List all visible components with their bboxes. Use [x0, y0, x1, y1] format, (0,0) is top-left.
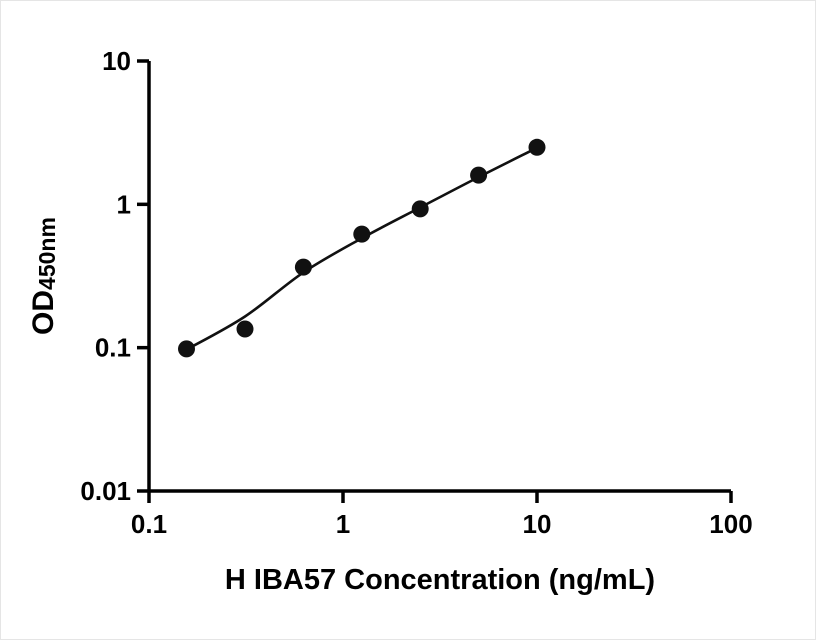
y-axis-title-main: OD — [27, 290, 60, 335]
data-point — [411, 200, 429, 218]
data-points-group — [178, 138, 546, 358]
y-axis-title: OD450nm — [27, 217, 60, 335]
data-point — [294, 258, 312, 276]
y-axis-title-sub: 450nm — [34, 217, 60, 290]
data-point — [236, 320, 254, 338]
x-tick-label: 1 — [336, 509, 350, 539]
y-tick-label: 1 — [117, 189, 131, 219]
y-tick-label: 0.1 — [95, 333, 131, 363]
data-point — [528, 138, 546, 156]
data-point — [470, 166, 488, 184]
data-point — [178, 340, 195, 358]
y-tick-label: 0.01 — [80, 476, 131, 506]
x-tick-label: 100 — [709, 509, 752, 539]
x-tick-label: 10 — [523, 509, 552, 539]
data-point — [353, 225, 371, 243]
x-tick-label: 0.1 — [131, 509, 167, 539]
y-tick-label: 10 — [102, 46, 131, 76]
x-axis-title: H IBA57 Concentration (ng/mL) — [225, 564, 655, 596]
